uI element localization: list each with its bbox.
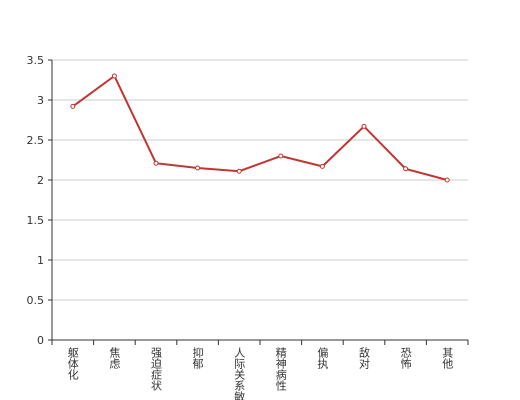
point bbox=[403, 166, 409, 172]
x-tick-label: 恐怖 bbox=[399, 347, 412, 369]
x-tick-label: 抑郁 bbox=[191, 346, 204, 369]
point bbox=[361, 123, 367, 129]
point bbox=[278, 153, 284, 159]
x-tick-label: 偏执 bbox=[316, 346, 329, 370]
point bbox=[153, 160, 159, 166]
point bbox=[444, 177, 450, 183]
y-tick-label: 3.5 bbox=[27, 54, 45, 67]
point bbox=[319, 163, 325, 169]
x-tick-label: 人际关系敏感 bbox=[233, 347, 246, 400]
y-tick-label: 1.5 bbox=[27, 214, 45, 227]
x-tick-label: 躯体化 bbox=[66, 347, 79, 381]
x-tick-label: 敌对 bbox=[358, 346, 371, 369]
y-tick-label: 0 bbox=[37, 334, 44, 347]
y-tick-label: 0.5 bbox=[27, 294, 45, 307]
y-tick-label: 2.5 bbox=[27, 134, 45, 147]
point bbox=[70, 103, 76, 109]
x-tick-label: 强迫症状 bbox=[150, 347, 163, 391]
point bbox=[195, 165, 201, 171]
x-tick-label: 其他 bbox=[441, 347, 454, 369]
y-tick-label: 3 bbox=[37, 94, 44, 107]
y-tick-label: 1 bbox=[37, 254, 44, 267]
point bbox=[111, 73, 117, 79]
x-tick-label: 精神病性 bbox=[274, 347, 287, 392]
point bbox=[236, 168, 242, 174]
x-tick-label: 焦虑 bbox=[108, 347, 121, 369]
line bbox=[72, 74, 448, 181]
y-tick-label: 2 bbox=[37, 174, 44, 187]
